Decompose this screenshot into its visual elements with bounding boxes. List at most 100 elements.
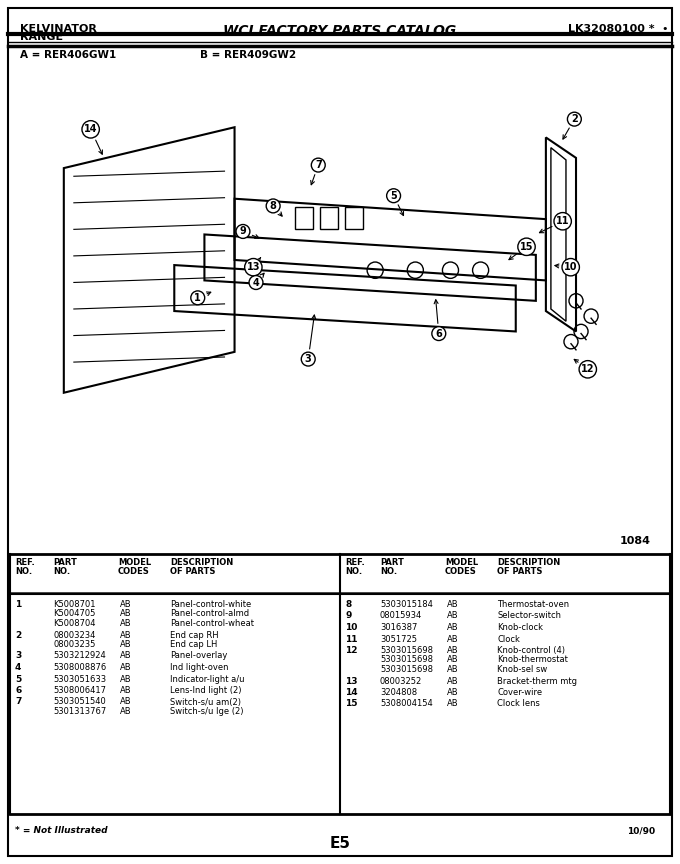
Text: Knob-sel sw: Knob-sel sw: [497, 665, 547, 674]
Text: AB: AB: [120, 707, 132, 716]
Text: 7: 7: [15, 697, 21, 707]
Text: Knob-control (4): Knob-control (4): [497, 646, 565, 655]
Text: 10: 10: [345, 623, 358, 632]
Text: 6: 6: [434, 300, 442, 339]
Text: NO.: NO.: [15, 567, 32, 576]
Text: AB: AB: [120, 631, 132, 639]
Text: Selector-switch: Selector-switch: [497, 612, 561, 620]
Text: Cover-wire: Cover-wire: [497, 688, 542, 697]
Text: •: •: [662, 24, 668, 34]
Text: AB: AB: [120, 600, 132, 609]
Text: PART: PART: [380, 558, 404, 567]
Text: NO.: NO.: [345, 567, 362, 576]
Bar: [295, 206, 313, 229]
Text: Ind light-oven: Ind light-oven: [170, 663, 228, 672]
Text: OF PARTS: OF PARTS: [497, 567, 543, 576]
Text: 6: 6: [15, 686, 21, 695]
Text: Thermostat-oven: Thermostat-oven: [497, 600, 569, 609]
Text: MODEL: MODEL: [445, 558, 478, 567]
Text: AB: AB: [447, 677, 458, 685]
Text: AB: AB: [447, 665, 458, 674]
Text: REF.: REF.: [15, 558, 35, 567]
Text: KELVINATOR: KELVINATOR: [20, 24, 97, 34]
Text: 8: 8: [270, 201, 282, 216]
Text: 3016387: 3016387: [380, 623, 418, 632]
Text: 8: 8: [345, 600, 352, 609]
Text: AB: AB: [120, 651, 132, 660]
Text: A = RER406GW1: A = RER406GW1: [20, 50, 116, 60]
Text: K5004705: K5004705: [53, 609, 95, 619]
Text: 5308004154: 5308004154: [380, 700, 432, 708]
Text: 4: 4: [253, 273, 264, 288]
Text: Clock lens: Clock lens: [497, 700, 540, 708]
Text: Lens-Ind light (2): Lens-Ind light (2): [170, 686, 241, 695]
Text: 11: 11: [539, 216, 569, 232]
Text: CODES: CODES: [445, 567, 477, 576]
Text: 3: 3: [15, 651, 21, 660]
Text: 5: 5: [15, 675, 21, 683]
Text: AB: AB: [120, 640, 132, 649]
Text: 1: 1: [15, 600, 21, 609]
Text: 1084: 1084: [620, 536, 651, 546]
Text: 12: 12: [345, 646, 358, 655]
Text: 5308006417: 5308006417: [53, 686, 106, 695]
Text: MODEL: MODEL: [118, 558, 151, 567]
Text: Panel-control-almd: Panel-control-almd: [170, 609, 249, 619]
Text: E5: E5: [330, 836, 350, 851]
Text: PART: PART: [53, 558, 77, 567]
Text: AB: AB: [120, 686, 132, 695]
Text: 15: 15: [509, 242, 533, 260]
Text: AB: AB: [447, 612, 458, 620]
Text: REF.: REF.: [345, 558, 364, 567]
Text: 4: 4: [15, 663, 21, 672]
Text: AB: AB: [447, 623, 458, 632]
Text: 5303015698: 5303015698: [380, 656, 433, 664]
Text: 12: 12: [574, 359, 594, 374]
Text: 5303015184: 5303015184: [380, 600, 433, 609]
Text: 5303212924: 5303212924: [53, 651, 106, 660]
Text: Panel-control-wheat: Panel-control-wheat: [170, 619, 254, 628]
Text: 3204808: 3204808: [380, 688, 417, 697]
Text: K5008704: K5008704: [53, 619, 95, 628]
Text: NO.: NO.: [380, 567, 397, 576]
Text: 9: 9: [345, 612, 352, 620]
Text: Switch-s/u am(2): Switch-s/u am(2): [170, 697, 241, 707]
Text: AB: AB: [120, 609, 132, 619]
Text: DESCRIPTION: DESCRIPTION: [170, 558, 233, 567]
Text: 3: 3: [305, 315, 316, 364]
Text: AB: AB: [447, 634, 458, 644]
Text: K5008701: K5008701: [53, 600, 95, 609]
Bar: [345, 206, 363, 229]
Text: CODES: CODES: [118, 567, 150, 576]
Text: 08015934: 08015934: [380, 612, 422, 620]
Text: 10/90: 10/90: [627, 826, 655, 835]
Bar: [320, 206, 338, 229]
Text: End cap RH: End cap RH: [170, 631, 219, 639]
Text: 08003252: 08003252: [380, 677, 422, 685]
Text: NO.: NO.: [53, 567, 70, 576]
Text: DESCRIPTION: DESCRIPTION: [497, 558, 560, 567]
Text: RANGE: RANGE: [20, 32, 63, 42]
Text: Clock: Clock: [497, 634, 520, 644]
Text: 13: 13: [247, 257, 260, 272]
Text: AB: AB: [447, 656, 458, 664]
Text: 13: 13: [345, 677, 358, 685]
Text: AB: AB: [447, 600, 458, 609]
Text: LK32080100 *: LK32080100 *: [568, 24, 655, 34]
Text: 08003234: 08003234: [53, 631, 95, 639]
Text: 1: 1: [194, 292, 211, 302]
Text: Indicator-light a/u: Indicator-light a/u: [170, 675, 245, 683]
Text: AB: AB: [447, 688, 458, 697]
Text: Bracket-therm mtg: Bracket-therm mtg: [497, 677, 577, 685]
Text: 14: 14: [84, 124, 103, 155]
Text: 5303015698: 5303015698: [380, 665, 433, 674]
Text: 5308008876: 5308008876: [53, 663, 106, 672]
Text: 7: 7: [311, 160, 322, 185]
Text: AB: AB: [447, 700, 458, 708]
Text: WCI FACTORY PARTS CATALOG: WCI FACTORY PARTS CATALOG: [223, 24, 457, 38]
Text: AB: AB: [120, 675, 132, 683]
Text: Knob-clock: Knob-clock: [497, 623, 543, 632]
Text: 2: 2: [15, 631, 21, 639]
Text: 5301313767: 5301313767: [53, 707, 106, 716]
Text: * = Not Illustrated: * = Not Illustrated: [15, 826, 107, 835]
